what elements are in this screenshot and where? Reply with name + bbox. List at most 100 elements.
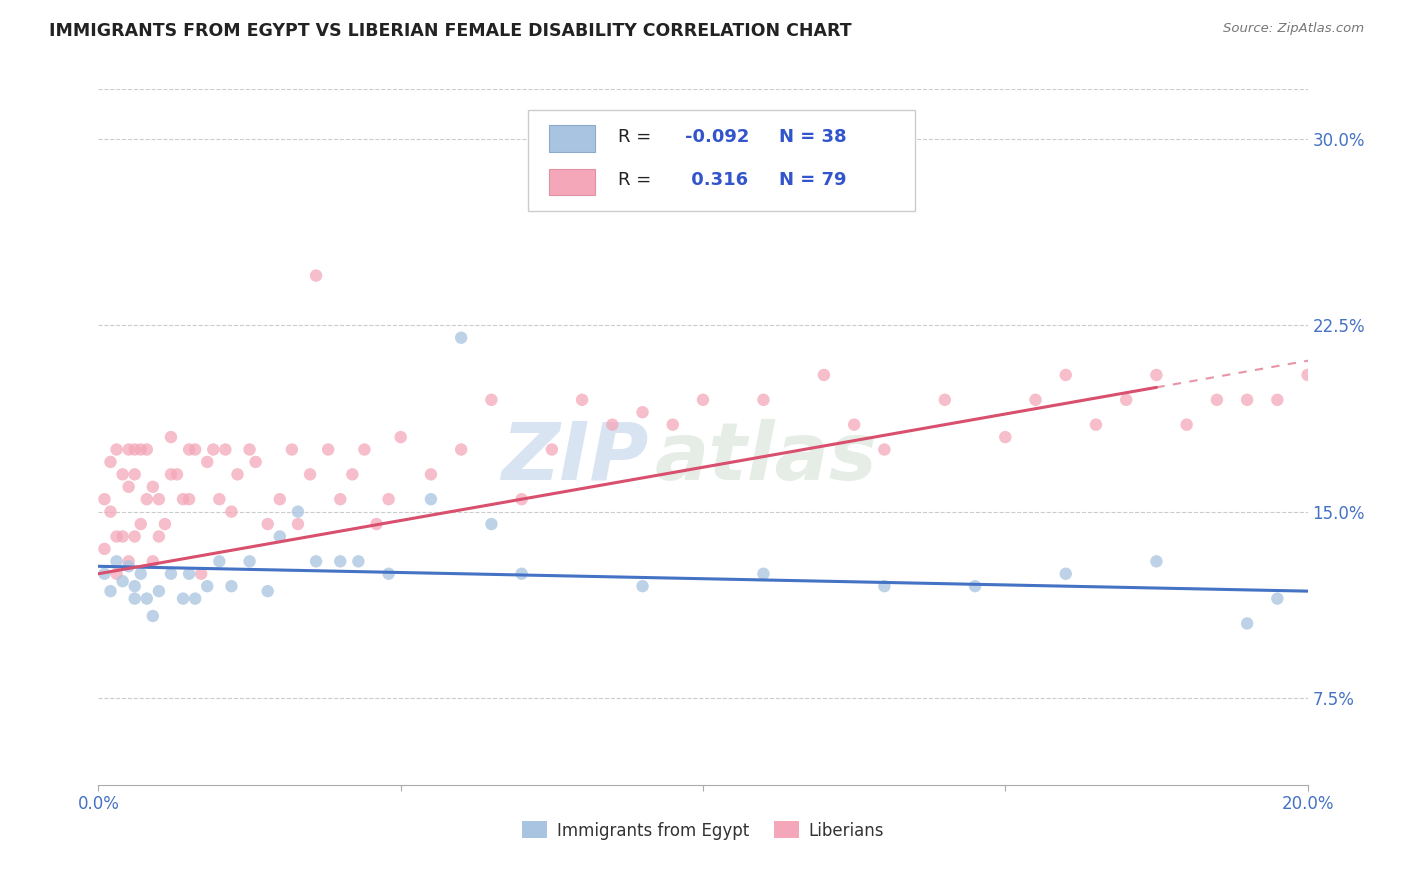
Point — [239, 554, 262, 568]
Point — [1236, 392, 1258, 407]
Text: ZIP: ZIP — [501, 419, 648, 497]
Point — [1085, 417, 1108, 432]
Point — [93, 566, 115, 581]
Point — [1175, 417, 1198, 432]
Point — [571, 392, 593, 407]
Point — [269, 529, 291, 543]
Point — [179, 566, 201, 581]
Point — [1144, 554, 1167, 568]
Point — [160, 566, 183, 581]
Point — [347, 554, 370, 568]
Point — [184, 591, 207, 606]
Point — [111, 529, 134, 543]
Point — [1206, 392, 1229, 407]
Point — [135, 591, 157, 606]
Point — [105, 442, 128, 457]
Point — [481, 392, 503, 407]
Point — [1054, 368, 1077, 382]
Point — [105, 554, 128, 568]
Point — [124, 579, 146, 593]
Point — [256, 584, 278, 599]
Point — [540, 442, 562, 457]
Point — [692, 392, 714, 407]
Text: Source: ZipAtlas.com: Source: ZipAtlas.com — [1223, 22, 1364, 36]
Point — [631, 579, 654, 593]
Point — [105, 566, 128, 581]
Point — [287, 505, 309, 519]
Point — [208, 492, 231, 507]
Point — [148, 492, 170, 507]
Point — [813, 368, 835, 382]
Text: 0.316: 0.316 — [685, 170, 748, 188]
Point — [214, 442, 236, 457]
Point — [450, 442, 472, 457]
FancyBboxPatch shape — [550, 169, 595, 195]
Point — [118, 442, 141, 457]
Point — [202, 442, 225, 457]
Point — [661, 417, 683, 432]
Point — [100, 455, 122, 469]
Point — [179, 492, 201, 507]
Point — [208, 554, 231, 568]
Point — [129, 566, 152, 581]
Point — [631, 405, 654, 419]
Text: R =: R = — [619, 128, 658, 145]
Point — [111, 467, 134, 482]
Point — [190, 566, 212, 581]
Point — [148, 584, 170, 599]
Point — [450, 331, 472, 345]
Point — [1267, 392, 1289, 407]
FancyBboxPatch shape — [550, 126, 595, 152]
Point — [329, 554, 352, 568]
Point — [299, 467, 322, 482]
Point — [1144, 368, 1167, 382]
Point — [148, 529, 170, 543]
Point — [994, 430, 1017, 444]
Point — [342, 467, 364, 482]
Point — [179, 442, 201, 457]
Point — [844, 417, 866, 432]
Point — [226, 467, 249, 482]
Point — [195, 455, 218, 469]
Point — [377, 566, 399, 581]
Point — [377, 492, 399, 507]
Point — [965, 579, 987, 593]
Point — [153, 516, 176, 531]
Point — [93, 492, 115, 507]
Point — [221, 579, 243, 593]
Point — [305, 268, 328, 283]
Point — [1267, 591, 1289, 606]
Text: N = 79: N = 79 — [779, 170, 846, 188]
Point — [142, 554, 165, 568]
Point — [221, 505, 243, 519]
Point — [329, 492, 352, 507]
Point — [111, 574, 134, 589]
Point — [124, 442, 146, 457]
Point — [118, 480, 141, 494]
Point — [172, 591, 194, 606]
Point — [752, 392, 775, 407]
Point — [160, 467, 183, 482]
Point — [135, 442, 157, 457]
Text: atlas: atlas — [655, 419, 877, 497]
Text: N = 38: N = 38 — [779, 128, 846, 145]
Point — [239, 442, 262, 457]
Point — [160, 430, 183, 444]
Text: R =: R = — [619, 170, 658, 188]
Point — [93, 541, 115, 556]
Point — [100, 584, 122, 599]
Point — [873, 442, 896, 457]
Point — [129, 442, 152, 457]
FancyBboxPatch shape — [527, 110, 915, 211]
Text: IMMIGRANTS FROM EGYPT VS LIBERIAN FEMALE DISABILITY CORRELATION CHART: IMMIGRANTS FROM EGYPT VS LIBERIAN FEMALE… — [49, 22, 852, 40]
Point — [287, 516, 309, 531]
Point — [1296, 368, 1319, 382]
Point — [366, 516, 388, 531]
Point — [1236, 616, 1258, 631]
Point — [510, 566, 533, 581]
Point — [256, 516, 278, 531]
Point — [172, 492, 194, 507]
Point — [281, 442, 304, 457]
Point — [118, 559, 141, 574]
Point — [481, 516, 503, 531]
